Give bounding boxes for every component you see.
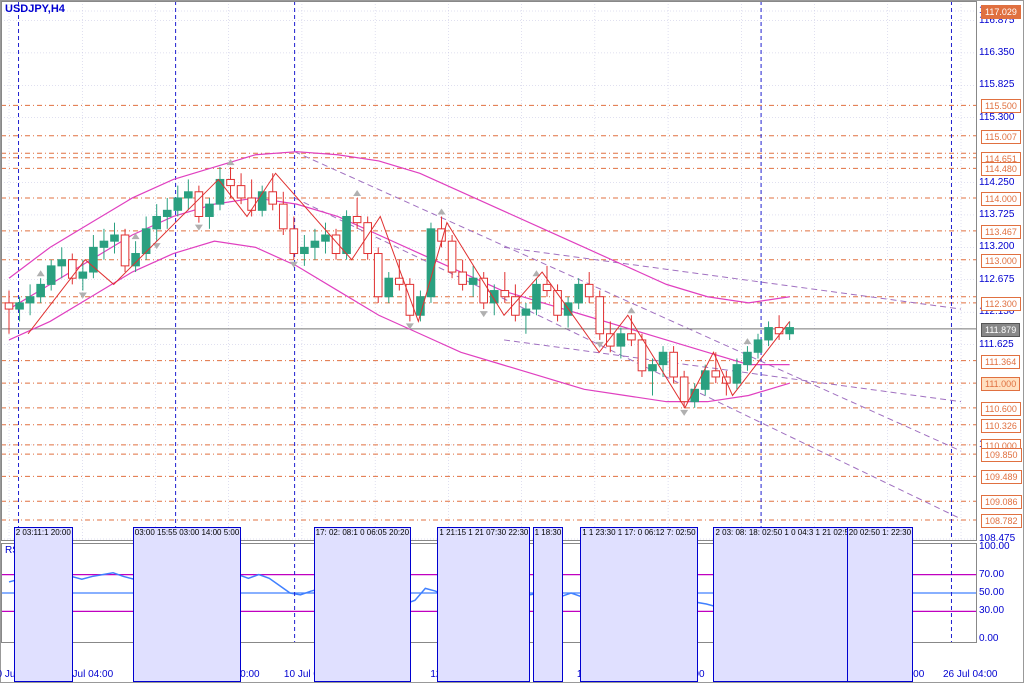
price-level-box: 117.029 bbox=[981, 5, 1021, 19]
x-tick: 26 Jul 04:00 bbox=[943, 669, 998, 680]
y-tick: 111.625 bbox=[979, 339, 1014, 350]
time-box: 17: 02: 08:1 0 06:05 20:20 bbox=[314, 527, 411, 682]
time-box: 03:00 15:55 03:00 14:00 5:00 bbox=[133, 527, 242, 682]
rsi-tick: 70.00 bbox=[979, 569, 1004, 580]
y-tick: 113.200 bbox=[979, 241, 1014, 252]
price-level-box: 109.086 bbox=[981, 495, 1022, 509]
price-level-box: 115.500 bbox=[981, 99, 1021, 113]
time-box: 20 02:50 1: 22:30 bbox=[847, 527, 913, 682]
price-level-box: 110.326 bbox=[981, 419, 1021, 433]
time-box: 1 18:30 bbox=[533, 527, 564, 682]
y-tick: 115.825 bbox=[979, 79, 1014, 90]
price-level-box: 113.000 bbox=[981, 254, 1021, 268]
price-level-box: 111.364 bbox=[981, 355, 1020, 369]
price-level-box: 109.850 bbox=[981, 448, 1022, 462]
y-tick: 113.725 bbox=[979, 209, 1014, 220]
price-level-box: 114.000 bbox=[981, 192, 1021, 206]
price-chart[interactable] bbox=[1, 1, 977, 541]
time-box: 2 03: 08: 18: 02:50 1 0 04:3 1 21 02:50 bbox=[713, 527, 855, 682]
y-tick: 114.250 bbox=[979, 177, 1014, 188]
rsi-tick: 50.00 bbox=[979, 587, 1004, 598]
y-tick: 112.675 bbox=[979, 274, 1014, 285]
chart-container: 117.029116.875116.350115.825115.300114.2… bbox=[0, 0, 1024, 683]
price-level-box: 108.782 bbox=[981, 514, 1022, 528]
price-level-box: 115.007 bbox=[981, 130, 1021, 144]
time-box: 1 1 23:30 1 17: 0 06:12 7: 02:50 bbox=[580, 527, 697, 682]
price-level-box: 111.000 bbox=[981, 377, 1020, 391]
rsi-y-axis: 100.00 70.00 50.00 30.00 0.00 bbox=[975, 543, 1023, 643]
time-box: 1 21:15 1 21 07:30 22:30 bbox=[437, 527, 530, 682]
price-level-box: 114.480 bbox=[981, 162, 1021, 176]
price-level-box: 109.489 bbox=[981, 470, 1022, 484]
rsi-tick: 30.00 bbox=[979, 605, 1004, 616]
price-level-box: 112.300 bbox=[981, 297, 1021, 311]
price-level-box: 110.600 bbox=[981, 402, 1021, 416]
chart-title: USDJPY,H4 bbox=[5, 3, 65, 15]
y-tick: 116.350 bbox=[979, 47, 1014, 58]
rsi-tick: 0.00 bbox=[979, 633, 998, 644]
price-level-box: 113.467 bbox=[981, 225, 1021, 239]
price-level-box: 111.879 bbox=[981, 323, 1020, 337]
time-box: 2 03:11:1 20:00 bbox=[14, 527, 73, 682]
rsi-tick: 100.00 bbox=[979, 541, 1010, 552]
